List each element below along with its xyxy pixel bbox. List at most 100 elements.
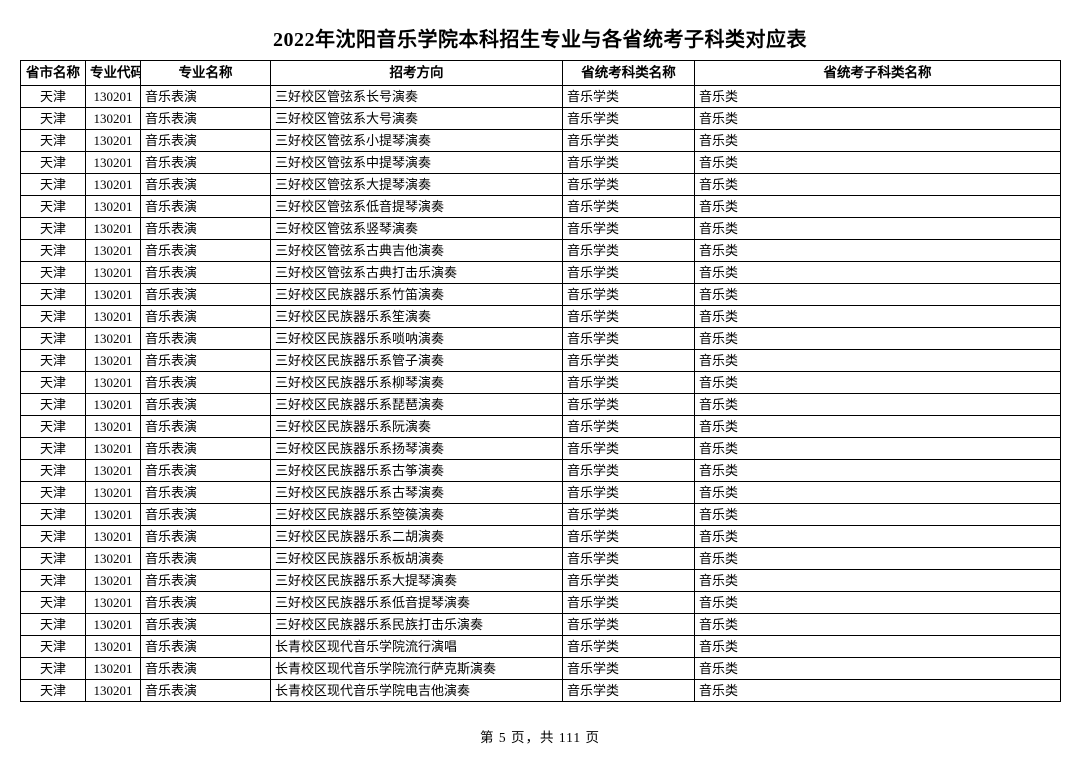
table-body: 天津 130201 音乐表演 三好校区管弦系长号演奏 音乐学类 音乐类 天津 130201 音乐… [20, 85, 1061, 702]
cell-major-code: 130201 [85, 349, 141, 372]
cell-major-code: 130201 [85, 261, 141, 284]
cell-major-code: 130201 [85, 437, 141, 460]
cell-provincial-subcategory: 音乐类 [694, 437, 1061, 460]
cell-major-code: 130201 [85, 569, 141, 592]
cell-provincial-subcategory: 音乐类 [694, 393, 1061, 416]
cell-major-name: 音乐表演 [140, 195, 271, 218]
cell-major-code: 130201 [85, 327, 141, 350]
table-row: 天津 130201 音乐表演 三好校区民族器乐系笙演奏 音乐学类 音乐类 [20, 305, 1061, 328]
table-row: 天津 130201 音乐表演 三好校区管弦系大号演奏 音乐学类 音乐类 [20, 107, 1061, 130]
cell-direction: 三好校区民族器乐系二胡演奏 [270, 525, 563, 548]
cell-provincial-category: 音乐学类 [562, 349, 695, 372]
cell-direction: 三好校区民族器乐系板胡演奏 [270, 547, 563, 570]
cell-provincial-category: 音乐学类 [562, 85, 695, 108]
cell-province: 天津 [20, 283, 86, 306]
cell-province: 天津 [20, 349, 86, 372]
cell-major-code: 130201 [85, 525, 141, 548]
cell-provincial-category: 音乐学类 [562, 239, 695, 262]
cell-major-code: 130201 [85, 591, 141, 614]
cell-provincial-category: 音乐学类 [562, 305, 695, 328]
cell-provincial-category: 音乐学类 [562, 437, 695, 460]
cell-province: 天津 [20, 525, 86, 548]
cell-major-code: 130201 [85, 393, 141, 416]
column-header-provincial-subcategory: 省统考子科类名称 [694, 60, 1061, 86]
cell-major-name: 音乐表演 [140, 85, 271, 108]
cell-direction: 三好校区民族器乐系大提琴演奏 [270, 569, 563, 592]
cell-provincial-subcategory: 音乐类 [694, 129, 1061, 152]
cell-major-code: 130201 [85, 635, 141, 658]
cell-major-name: 音乐表演 [140, 503, 271, 526]
table-row: 天津 130201 音乐表演 长青校区现代音乐学院流行萨克斯演奏 音乐学类 音乐类 [20, 657, 1061, 680]
table-row: 天津 130201 音乐表演 三好校区管弦系小提琴演奏 音乐学类 音乐类 [20, 129, 1061, 152]
cell-major-name: 音乐表演 [140, 415, 271, 438]
cell-major-code: 130201 [85, 503, 141, 526]
cell-provincial-category: 音乐学类 [562, 261, 695, 284]
cell-provincial-subcategory: 音乐类 [694, 195, 1061, 218]
table-container: 省市名称 专业代码 专业名称 招考方向 省统考科类名称 省统考子科类名称 天津 1… [0, 60, 1080, 702]
cell-direction: 长青校区现代音乐学院流行演唱 [270, 635, 563, 658]
cell-major-name: 音乐表演 [140, 327, 271, 350]
admissions-table: 省市名称 专业代码 专业名称 招考方向 省统考科类名称 省统考子科类名称 天津 1… [20, 60, 1061, 702]
table-row: 天津 130201 音乐表演 三好校区管弦系大提琴演奏 音乐学类 音乐类 [20, 173, 1061, 196]
cell-province: 天津 [20, 371, 86, 394]
cell-provincial-subcategory: 音乐类 [694, 503, 1061, 526]
table-row: 天津 130201 音乐表演 三好校区民族器乐系琵琶演奏 音乐学类 音乐类 [20, 393, 1061, 416]
table-row: 天津 130201 音乐表演 三好校区民族器乐系低音提琴演奏 音乐学类 音乐类 [20, 591, 1061, 614]
table-header: 省市名称 专业代码 专业名称 招考方向 省统考科类名称 省统考子科类名称 [20, 60, 1061, 86]
cell-province: 天津 [20, 437, 86, 460]
table-row: 天津 130201 音乐表演 三好校区管弦系长号演奏 音乐学类 音乐类 [20, 85, 1061, 108]
cell-major-code: 130201 [85, 613, 141, 636]
cell-provincial-category: 音乐学类 [562, 503, 695, 526]
cell-major-name: 音乐表演 [140, 459, 271, 482]
cell-major-code: 130201 [85, 415, 141, 438]
cell-provincial-category: 音乐学类 [562, 459, 695, 482]
cell-major-name: 音乐表演 [140, 371, 271, 394]
cell-direction: 三好校区民族器乐系扬琴演奏 [270, 437, 563, 460]
cell-province: 天津 [20, 305, 86, 328]
cell-provincial-subcategory: 音乐类 [694, 349, 1061, 372]
column-header-major-name: 专业名称 [140, 60, 271, 86]
cell-province: 天津 [20, 107, 86, 130]
cell-provincial-category: 音乐学类 [562, 283, 695, 306]
cell-provincial-subcategory: 音乐类 [694, 481, 1061, 504]
table-row: 天津 130201 音乐表演 三好校区民族器乐系二胡演奏 音乐学类 音乐类 [20, 525, 1061, 548]
table-row: 天津 130201 音乐表演 三好校区民族器乐系唢呐演奏 音乐学类 音乐类 [20, 327, 1061, 350]
cell-province: 天津 [20, 547, 86, 570]
cell-major-code: 130201 [85, 371, 141, 394]
cell-provincial-category: 音乐学类 [562, 327, 695, 350]
cell-provincial-category: 音乐学类 [562, 591, 695, 614]
cell-direction: 三好校区管弦系低音提琴演奏 [270, 195, 563, 218]
column-header-provincial-category: 省统考科类名称 [562, 60, 695, 86]
cell-major-name: 音乐表演 [140, 481, 271, 504]
cell-major-name: 音乐表演 [140, 239, 271, 262]
cell-direction: 三好校区管弦系小提琴演奏 [270, 129, 563, 152]
cell-provincial-subcategory: 音乐类 [694, 569, 1061, 592]
table-row: 天津 130201 音乐表演 三好校区民族器乐系扬琴演奏 音乐学类 音乐类 [20, 437, 1061, 460]
cell-provincial-subcategory: 音乐类 [694, 679, 1061, 702]
cell-major-code: 130201 [85, 173, 141, 196]
cell-province: 天津 [20, 239, 86, 262]
cell-direction: 三好校区民族器乐系低音提琴演奏 [270, 591, 563, 614]
cell-province: 天津 [20, 173, 86, 196]
cell-direction: 三好校区民族器乐系古琴演奏 [270, 481, 563, 504]
cell-major-code: 130201 [85, 459, 141, 482]
cell-major-code: 130201 [85, 283, 141, 306]
cell-provincial-category: 音乐学类 [562, 415, 695, 438]
cell-provincial-category: 音乐学类 [562, 129, 695, 152]
cell-major-name: 音乐表演 [140, 107, 271, 130]
cell-major-name: 音乐表演 [140, 283, 271, 306]
cell-province: 天津 [20, 613, 86, 636]
cell-direction: 三好校区民族器乐系阮演奏 [270, 415, 563, 438]
cell-province: 天津 [20, 327, 86, 350]
cell-major-code: 130201 [85, 107, 141, 130]
table-row: 天津 130201 音乐表演 三好校区民族器乐系柳琴演奏 音乐学类 音乐类 [20, 371, 1061, 394]
cell-direction: 三好校区管弦系中提琴演奏 [270, 151, 563, 174]
cell-major-code: 130201 [85, 547, 141, 570]
cell-provincial-subcategory: 音乐类 [694, 217, 1061, 240]
cell-direction: 三好校区管弦系古典打击乐演奏 [270, 261, 563, 284]
cell-province: 天津 [20, 503, 86, 526]
table-row: 天津 130201 音乐表演 长青校区现代音乐学院流行演唱 音乐学类 音乐类 [20, 635, 1061, 658]
cell-major-code: 130201 [85, 481, 141, 504]
page-footer: 第 5 页，共 111 页 [480, 730, 600, 745]
